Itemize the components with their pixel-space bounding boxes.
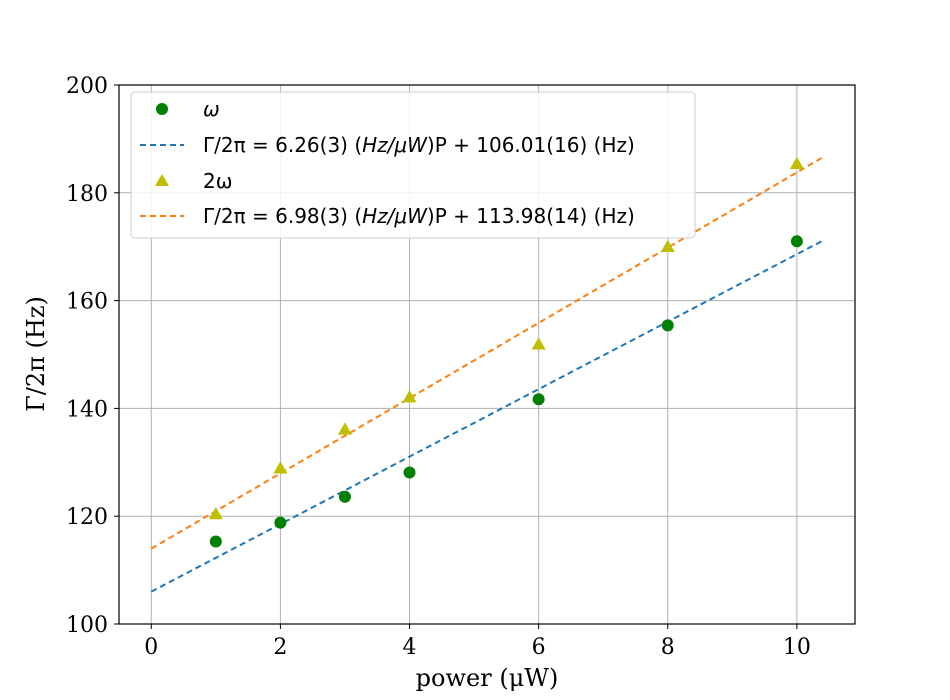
- x-tick-label: 6: [532, 635, 546, 660]
- point-omega: [661, 319, 674, 332]
- legend-omega-fit-suffix: )P + 106.01(16) (Hz): [427, 133, 635, 157]
- y-tick-label: 180: [66, 182, 108, 207]
- plot-area: [150, 156, 824, 593]
- legend-2omega-fit-unit: Hz/μW: [362, 204, 428, 228]
- y-tick-label: 140: [66, 397, 108, 422]
- legend-marker-2omega: [155, 174, 169, 186]
- x-tick-label: 4: [403, 635, 417, 660]
- axes-frame: [118, 84, 856, 625]
- fit-line-omega: [150, 239, 824, 593]
- legend-label-2omega-fit: Γ/2π = 6.98(3) (Hz/μW)P + 113.98(14) (Hz…: [203, 204, 635, 228]
- legend-marker-omega: [156, 103, 168, 115]
- y-tick-label: 120: [66, 505, 108, 530]
- point-2omega: [273, 461, 288, 474]
- legend-box: [130, 91, 696, 239]
- legend-label-omega: ω: [203, 97, 220, 121]
- y-tick-label: 100: [66, 613, 108, 638]
- x-axis-label: power (μW): [416, 664, 559, 692]
- point-omega: [790, 235, 803, 248]
- point-omega: [532, 393, 545, 406]
- point-2omega: [208, 507, 223, 520]
- legend-label-omega-fit: Γ/2π = 6.26(3) (Hz/μW)P + 106.01(16) (Hz…: [203, 133, 635, 157]
- point-omega: [338, 490, 351, 503]
- y-tick-label: 160: [66, 290, 108, 315]
- point-omega: [274, 516, 287, 529]
- legend: ω Γ/2π = 6.26(3) (Hz/μW)P + 106.01(16) (…: [130, 91, 696, 239]
- point-omega: [403, 466, 416, 479]
- point-2omega: [337, 422, 352, 435]
- point-2omega: [660, 239, 675, 252]
- y-axis-label: Γ/2π (Hz): [22, 296, 50, 412]
- legend-omega-fit-unit: Hz/μW: [362, 133, 428, 157]
- x-tick-label: 10: [783, 635, 811, 660]
- legend-2omega-fit-suffix: )P + 113.98(14) (Hz): [427, 204, 635, 228]
- x-tick-label: 2: [273, 635, 287, 660]
- legend-label-2omega: 2ω: [203, 169, 232, 193]
- point-2omega: [402, 390, 417, 403]
- point-2omega: [789, 156, 804, 169]
- x-tick-label: 0: [144, 635, 158, 660]
- point-2omega: [531, 337, 546, 350]
- legend-omega-fit-prefix: Γ/2π = 6.26(3) (: [203, 133, 362, 157]
- legend-2omega-fit-prefix: Γ/2π = 6.98(3) (: [203, 204, 362, 228]
- y-tick-label: 200: [66, 74, 108, 99]
- point-omega: [209, 535, 222, 548]
- x-tick-label: 8: [661, 635, 675, 660]
- axis-ticks: 0 2 4 6 8 10 100 120 140 160 180 200: [66, 74, 811, 660]
